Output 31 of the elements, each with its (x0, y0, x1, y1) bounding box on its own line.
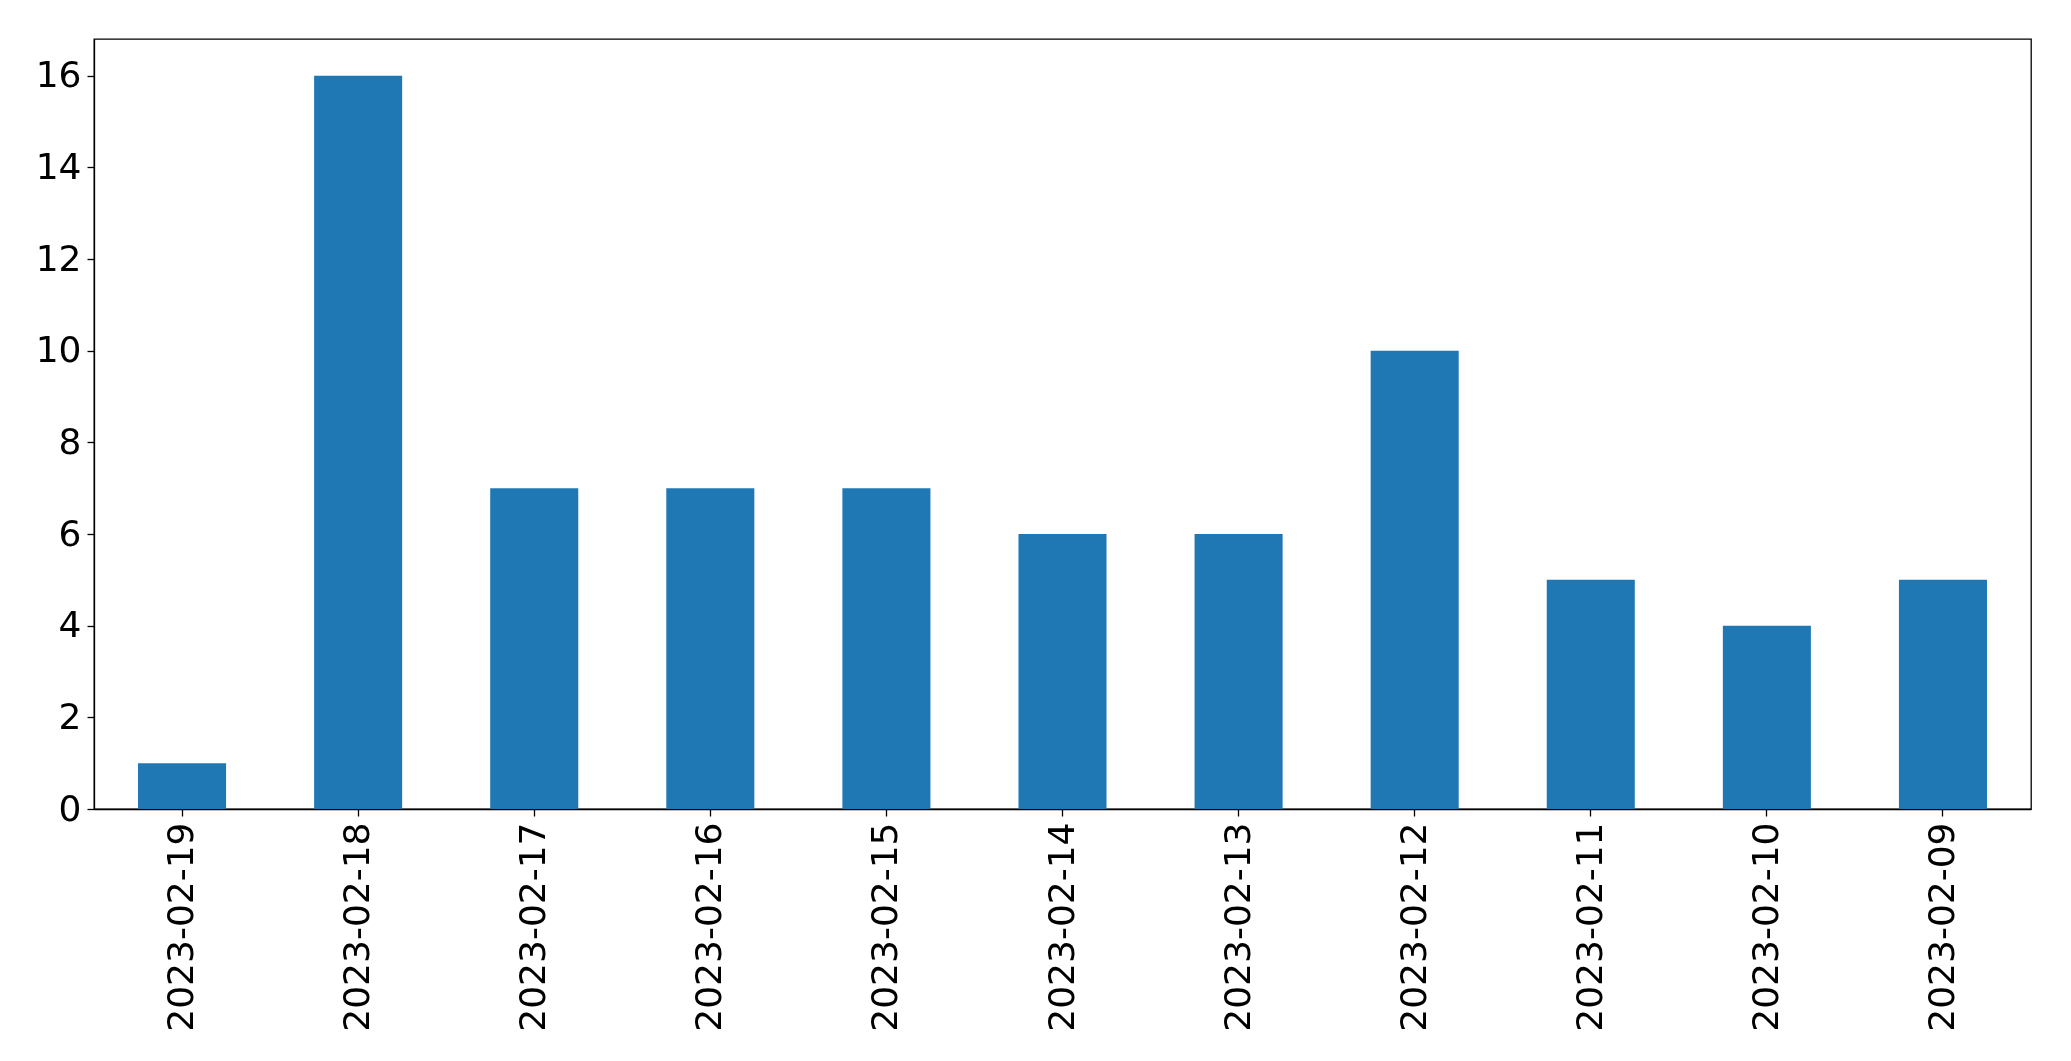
y-tick-label: 10 (35, 329, 82, 371)
bar (1722, 625, 1811, 809)
x-tick-label: 2023-02-11 (1568, 822, 1610, 1032)
x-tick-label: 2023-02-09 (1920, 822, 1962, 1032)
bar (666, 488, 755, 809)
x-tick-label: 2023-02-18 (336, 822, 378, 1032)
bar (314, 75, 403, 809)
y-tick-label: 0 (58, 787, 82, 829)
bar (1018, 534, 1107, 809)
x-tick-label: 2023-02-12 (1392, 822, 1434, 1032)
y-tick-label: 2 (58, 695, 82, 737)
bar (842, 488, 931, 809)
x-tick-label: 2023-02-19 (160, 822, 202, 1032)
bar (138, 763, 227, 809)
y-tick-label: 8 (58, 420, 82, 462)
x-tick-label: 2023-02-17 (512, 822, 554, 1032)
x-tick-label: 2023-02-16 (688, 822, 730, 1032)
x-tick-label: 2023-02-15 (864, 822, 906, 1032)
bar (1898, 579, 1987, 809)
bar (1370, 350, 1459, 809)
bar (1194, 534, 1283, 809)
x-tick-label: 2023-02-14 (1040, 822, 1082, 1032)
x-tick-label: 2023-02-10 (1744, 822, 1786, 1032)
bar (490, 488, 579, 809)
y-tick-label: 16 (35, 54, 82, 96)
y-tick-label: 4 (58, 604, 82, 646)
bar (1546, 579, 1635, 809)
y-tick-label: 12 (35, 237, 82, 279)
x-tick-label: 2023-02-13 (1216, 822, 1258, 1032)
y-tick-label: 6 (58, 512, 82, 554)
y-tick-label: 14 (35, 145, 82, 187)
